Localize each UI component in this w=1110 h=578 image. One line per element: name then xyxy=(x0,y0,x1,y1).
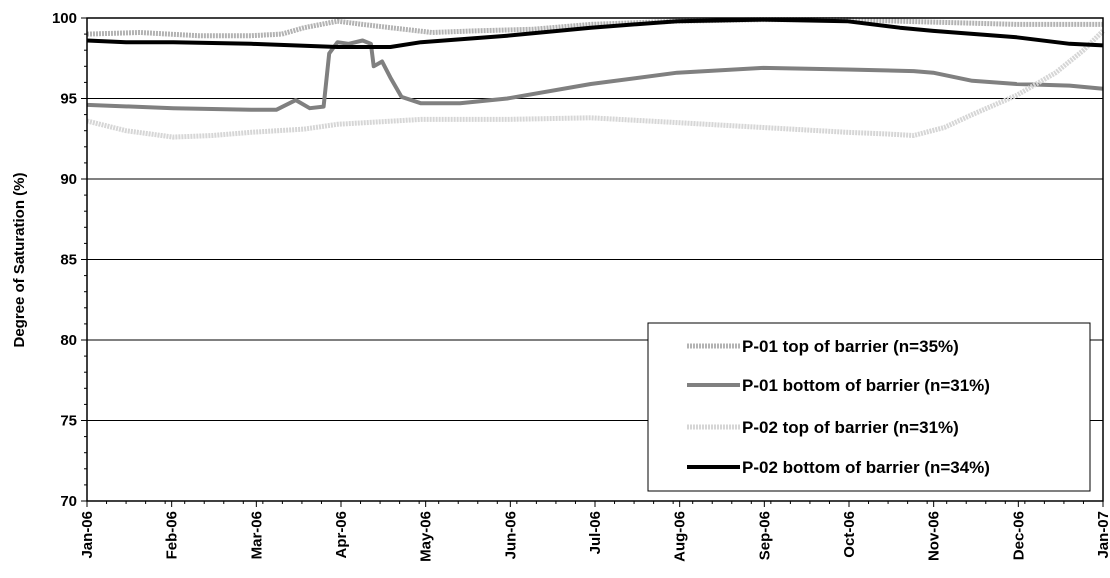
y-tick-label: 95 xyxy=(60,91,77,108)
series-line-2 xyxy=(86,38,1104,112)
x-tick-label: Jan-06 xyxy=(79,511,96,559)
x-tick-label: Nov-06 xyxy=(926,511,943,561)
series-line-3 xyxy=(86,29,1105,140)
x-axis-ticks: Jan-06 Feb-06 Mar-06 Apr-06 May-06 Jun-06 Jul-… xyxy=(79,501,1110,562)
legend: P-01 top of barrier (n=35%) P-01 bottom o… xyxy=(647,322,1091,492)
y-tick-label: 70 xyxy=(60,493,77,510)
legend-label-3: P-02 top of barrier (n=31%) xyxy=(742,418,959,437)
x-tick-label: Oct-06 xyxy=(841,511,858,558)
y-tick-label: 80 xyxy=(60,332,77,349)
x-tick-label: May-06 xyxy=(418,511,435,562)
legend-label-4: P-02 bottom of barrier (n=34%) xyxy=(742,458,990,477)
x-tick-label: Jun-06 xyxy=(502,511,519,559)
series-line-4 xyxy=(86,17,1104,49)
x-tick-label: Aug-06 xyxy=(672,511,689,562)
x-tick-label: Sep-06 xyxy=(756,511,773,560)
series-line-1 xyxy=(86,17,1103,39)
legend-box xyxy=(647,322,1091,492)
legend-label-1: P-01 top of barrier (n=35%) xyxy=(742,337,959,356)
x-tick-label: Apr-06 xyxy=(333,511,350,559)
x-tick-label: Dec-06 xyxy=(1010,511,1027,560)
y-tick-label: 85 xyxy=(60,252,77,269)
y-tick-label: 90 xyxy=(60,171,77,188)
x-tick-label: Mar-06 xyxy=(248,511,265,559)
legend-label-2: P-01 bottom of barrier (n=31%) xyxy=(742,376,990,395)
y-axis-title: Degree of Saturation (%) xyxy=(11,172,28,347)
y-tick-label: 75 xyxy=(60,413,77,430)
y-tick-label: 100 xyxy=(52,10,77,27)
y-axis-ticks: 70 75 80 85 90 95 100 xyxy=(52,10,87,510)
x-tick-label: Jan-07 xyxy=(1095,511,1110,559)
series-lines xyxy=(86,17,1105,140)
legend-items: P-01 top of barrier (n=35%) P-01 bottom o… xyxy=(687,337,990,477)
x-tick-label: Jul-06 xyxy=(587,511,604,554)
x-tick-label: Feb-06 xyxy=(164,511,181,559)
